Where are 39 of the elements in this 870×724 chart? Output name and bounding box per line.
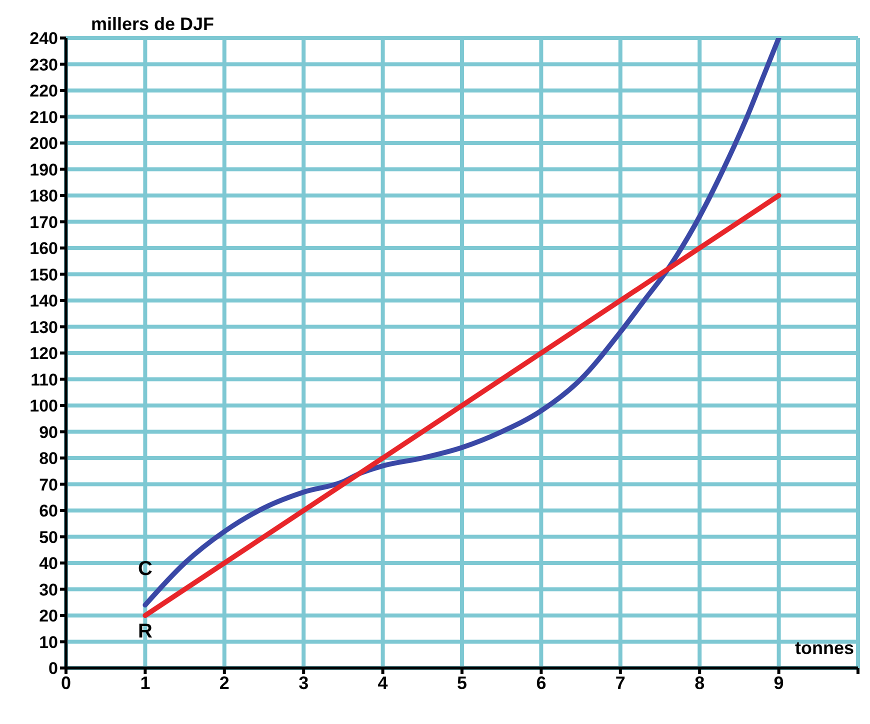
y-tick-label: 60 bbox=[39, 502, 58, 521]
y-tick-label: 120 bbox=[30, 344, 58, 364]
y-tick-label: 230 bbox=[30, 55, 58, 74]
y-tick-label: 50 bbox=[39, 528, 58, 547]
y-tick-label: 180 bbox=[30, 186, 58, 206]
y-tick-label: 30 bbox=[39, 580, 58, 600]
y-tick-label: 200 bbox=[30, 134, 58, 154]
x-tick-label: 0 bbox=[60, 672, 72, 693]
x-tick-label: 7 bbox=[615, 672, 626, 693]
y-tick-label: 110 bbox=[30, 370, 58, 390]
y-tick-label: 40 bbox=[39, 554, 58, 574]
y-tick-label: 210 bbox=[30, 108, 58, 127]
y-tick-label: 160 bbox=[30, 239, 58, 258]
y-tick-label: 90 bbox=[39, 422, 58, 442]
x-tick-label: 2 bbox=[219, 672, 230, 693]
x-tick-label: 9 bbox=[774, 672, 784, 693]
x-tick-label: 5 bbox=[456, 672, 468, 693]
y-tick-label: 190 bbox=[30, 160, 58, 180]
y-tick-label: 170 bbox=[30, 212, 58, 232]
y-tick-label: 130 bbox=[30, 318, 58, 337]
y-tick-label: 10 bbox=[39, 632, 58, 652]
y-tick-label: 100 bbox=[30, 396, 58, 416]
annotation: C bbox=[138, 558, 152, 580]
x-axis-title: tonnes bbox=[794, 638, 854, 658]
y-tick-label: 140 bbox=[30, 292, 58, 311]
x-tick-label: 6 bbox=[536, 672, 546, 693]
y-tick-label: 240 bbox=[30, 29, 58, 48]
y-tick-label: 80 bbox=[39, 449, 58, 468]
y-tick-label: 150 bbox=[30, 265, 58, 284]
x-tick-label: 8 bbox=[694, 672, 705, 693]
y-axis-title: millers de DJF bbox=[91, 14, 214, 34]
x-tick-label: 3 bbox=[298, 672, 309, 693]
y-tick-label: 70 bbox=[39, 475, 58, 494]
annotation: R bbox=[138, 620, 153, 643]
y-tick-label: 0 bbox=[48, 659, 58, 678]
x-tick-label: 1 bbox=[140, 672, 150, 693]
y-tick-label: 220 bbox=[30, 82, 58, 101]
x-tick-label: 4 bbox=[378, 672, 388, 693]
y-tick-label: 20 bbox=[39, 606, 58, 626]
